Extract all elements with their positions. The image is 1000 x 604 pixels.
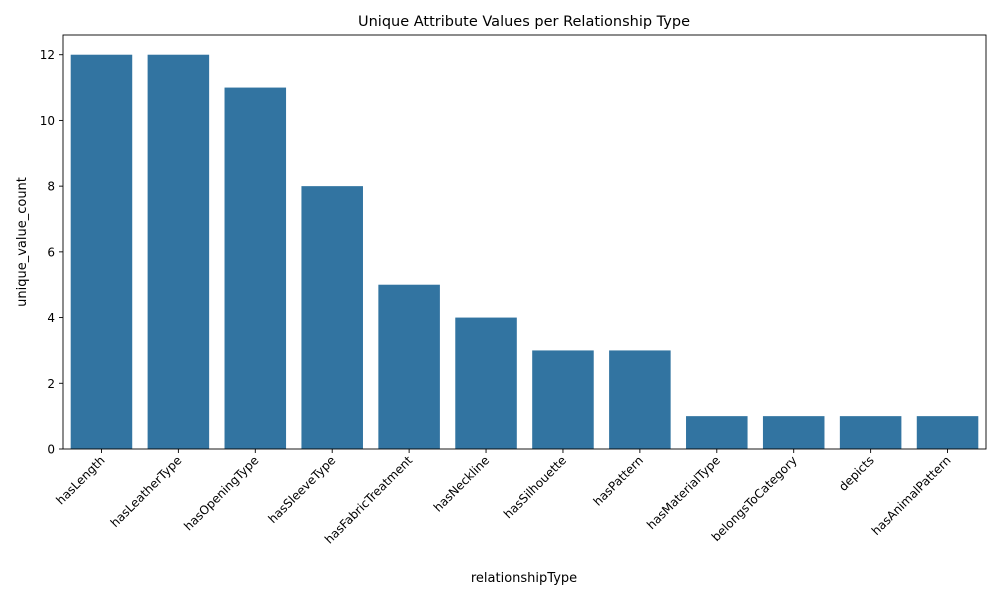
bar-depicts [839,416,902,449]
x-tick-label: hasMaterialType [644,453,723,532]
x-tick-label: hasOpeningType [181,453,261,533]
x-tick-label: hasSilhouette [501,453,569,521]
x-tick-label: belongsToCategory [709,453,800,544]
bar-hasPattern [609,350,671,449]
y-tick-label: 2 [47,377,55,391]
bar-belongsToCategory [762,416,825,449]
bar-hasLeatherType [147,54,210,449]
y-tick-label: 4 [47,311,55,325]
bar-hasMaterialType [686,416,748,449]
chart-title: Unique Attribute Values per Relationship… [358,14,690,30]
y-axis-ticks: 0 2 4 6 8 10 12 [40,48,63,457]
x-tick-label: hasNeckline [431,453,492,514]
x-axis-label: relationshipType [471,571,577,586]
y-tick-label: 12 [40,48,55,62]
x-tick-label: hasAnimalPattern [869,453,954,538]
y-tick-label: 0 [47,443,55,457]
x-tick-label: depicts [836,453,877,494]
bars-group [70,54,979,450]
y-tick-label: 10 [40,114,55,128]
bar-hasFabricTreatment [378,284,440,449]
x-tick-label: hasLeatherType [108,453,185,530]
bar-hasAnimalPattern [916,416,979,449]
x-tick-label: hasSleeveType [266,453,339,526]
bar-hasOpeningType [224,87,287,450]
x-tick-label: hasPattern [591,453,646,508]
bar-hasSleeveType [301,186,363,449]
x-tick-label: hasFabricTreatment [322,453,415,546]
bar-hasLength [70,54,133,449]
x-tick-label: hasLength [53,453,107,507]
plot-frame [62,34,987,450]
bar-hasNeckline [455,317,517,449]
y-tick-label: 8 [47,180,55,194]
y-axis-label: unique_value_count [15,177,30,307]
y-tick-label: 6 [47,245,55,259]
bar-hasSilhouette [532,350,594,449]
